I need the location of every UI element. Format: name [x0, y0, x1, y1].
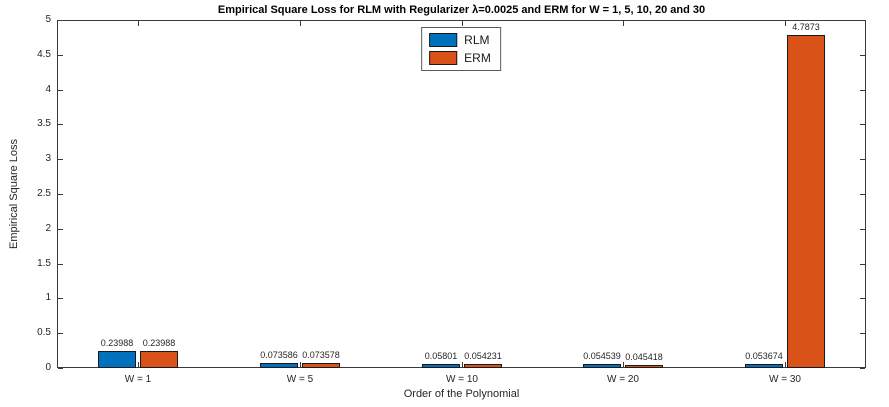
x-tick-label: W = 1 [124, 374, 152, 385]
y-tick-label: 0.5 [37, 327, 51, 338]
y-tick [860, 159, 865, 160]
x-axis-label: Order of the Polynomial [403, 388, 520, 400]
bar-value-label: 0.073578 [302, 350, 340, 360]
y-tick [58, 264, 63, 265]
y-tick [860, 124, 865, 125]
y-tick [860, 333, 865, 334]
x-tick [138, 21, 139, 26]
y-tick-label: 3 [45, 153, 51, 164]
legend-swatch-icon [429, 51, 458, 65]
y-tick [58, 194, 63, 195]
bar-erm-5 [787, 35, 825, 368]
y-tick [860, 229, 865, 230]
y-tick-label: 3.5 [37, 118, 51, 129]
x-tick [785, 21, 786, 26]
y-tick-label: 1.5 [37, 258, 51, 269]
bar-value-label: 0.23988 [142, 338, 176, 348]
bar-rlm-5 [745, 364, 783, 368]
legend-item-rlm: RLM [429, 33, 491, 47]
y-tick [58, 159, 63, 160]
x-tick-label: W = 10 [446, 374, 478, 385]
bar-erm-4 [625, 365, 663, 368]
bar-rlm-4 [583, 364, 621, 368]
x-tick [623, 362, 624, 367]
x-tick [300, 21, 301, 26]
y-tick-label: 5 [45, 14, 51, 25]
y-tick [860, 264, 865, 265]
y-tick [58, 124, 63, 125]
y-tick [58, 368, 63, 369]
bar-rlm-2 [260, 363, 298, 368]
bar-erm-3 [464, 364, 502, 368]
plot-area [57, 20, 866, 368]
y-tick [860, 20, 865, 21]
bar-value-label: 0.23988 [100, 338, 134, 348]
y-tick [860, 368, 865, 369]
y-tick [58, 20, 63, 21]
y-tick [58, 298, 63, 299]
y-tick [860, 298, 865, 299]
y-tick [860, 194, 865, 195]
y-tick [860, 55, 865, 56]
y-tick [58, 229, 63, 230]
legend-item-erm: ERM [429, 51, 491, 65]
y-tick [860, 90, 865, 91]
y-tick-label: 2.5 [37, 188, 51, 199]
legend-label: ERM [464, 51, 491, 65]
bar-value-label: 0.045418 [625, 352, 663, 362]
legend: RLM ERM [421, 27, 501, 71]
x-tick [785, 362, 786, 367]
bar-rlm-3 [422, 364, 460, 368]
x-tick [138, 362, 139, 367]
x-tick [462, 362, 463, 367]
bar-erm-2 [302, 363, 340, 368]
x-tick-label: W = 5 [286, 374, 314, 385]
bar-rlm-1 [98, 351, 136, 368]
x-tick [300, 362, 301, 367]
legend-label: RLM [464, 33, 490, 47]
bar-value-label: 0.05801 [424, 351, 458, 361]
y-tick-label: 4 [45, 84, 51, 95]
bar-value-label: 0.054539 [583, 351, 621, 361]
legend-swatch-icon [429, 33, 458, 47]
y-tick-label: 2 [45, 223, 51, 234]
x-tick-label: W = 20 [607, 374, 639, 385]
y-tick-label: 1 [45, 292, 51, 303]
bar-value-label: 0.053674 [745, 351, 783, 361]
x-tick-label: W = 30 [769, 374, 801, 385]
bar-value-label: 0.054231 [464, 351, 502, 361]
chart-title: Empirical Square Loss for RLM with Regul… [217, 4, 706, 16]
y-tick-label: 0 [45, 362, 51, 373]
bar-value-label: 0.073586 [260, 350, 298, 360]
x-tick [623, 21, 624, 26]
y-tick [58, 333, 63, 334]
bar-value-label: 4.7873 [792, 22, 820, 32]
y-tick [58, 90, 63, 91]
bar-erm-1 [140, 351, 178, 368]
x-tick [462, 21, 463, 26]
y-tick-label: 4.5 [37, 49, 51, 60]
y-tick [58, 55, 63, 56]
